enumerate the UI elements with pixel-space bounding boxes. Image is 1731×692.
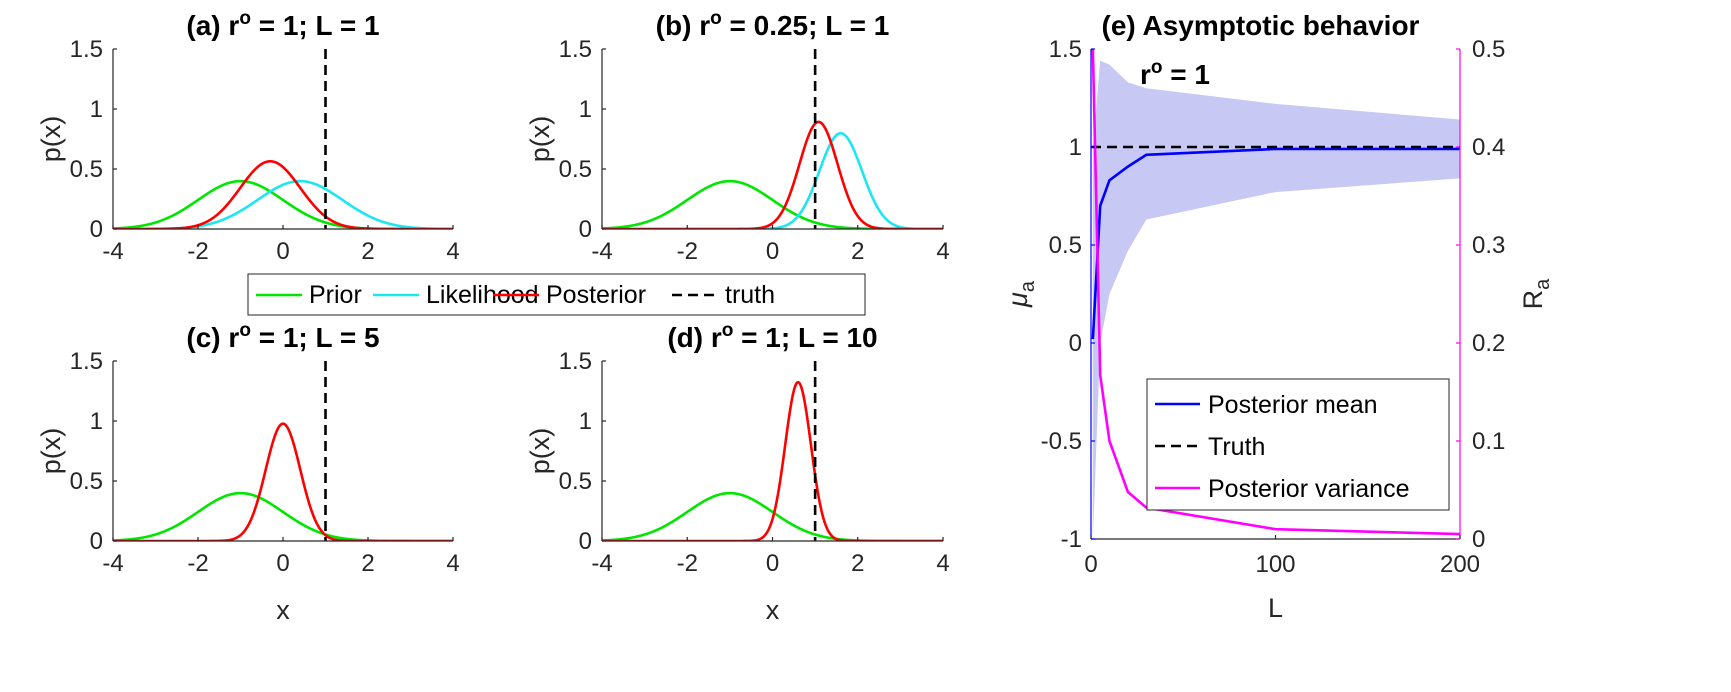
y-axis-label: p(x) — [36, 428, 66, 475]
series-likelihood-line — [602, 131, 943, 229]
x-tick-label: 0 — [1084, 551, 1097, 578]
panel-d: -4 -2 0 2 4 0 0.5 1 1.5 p(x) x — [525, 348, 950, 625]
series-posterior-mean-line — [1091, 147, 1460, 340]
y-tick-label-right: 0.2 — [1472, 330, 1505, 357]
panel-b: -4 -2 0 2 4 0 0.5 1 1.5 p(x) — [525, 36, 950, 265]
series-prior-line — [113, 179, 453, 229]
y-tick-label: 0.5 — [70, 156, 103, 183]
y-tick-label: 1 — [579, 96, 592, 123]
x-tick-label: 0 — [766, 238, 779, 265]
y-axis-label-right: Ra — [1518, 278, 1554, 310]
y-tick-label-left: 1 — [1069, 134, 1082, 161]
y-tick-label: 0 — [579, 216, 592, 243]
panel-title: (e) Asymptotic behavior — [1102, 10, 1420, 41]
x-tick-label: 0 — [766, 550, 779, 577]
x-tick-label: 2 — [361, 238, 374, 265]
legend-label: Posterior — [546, 281, 646, 309]
y-tick-label: 1.5 — [70, 36, 103, 63]
legend-label: Posterior variance — [1208, 475, 1409, 503]
series-prior-line — [113, 491, 453, 541]
y-tick-label-left: 0.5 — [1049, 232, 1082, 259]
x-tick-label: -2 — [187, 238, 208, 265]
x-tick-label: 2 — [851, 238, 864, 265]
y-tick-label: 1 — [90, 96, 103, 123]
x-tick-label: 0 — [276, 550, 289, 577]
annotation-ro: ro = 1 — [1140, 57, 1210, 90]
shared-legend: Prior Likelihood Posterior truth — [247, 273, 866, 316]
x-tick-label: 4 — [936, 238, 949, 265]
series-posterior-variance-line — [1091, 49, 1460, 536]
y-tick-label-left: 0 — [1069, 330, 1082, 357]
y-axis-label-left: μa — [1003, 280, 1039, 308]
y-tick-label: 1 — [579, 408, 592, 435]
y-tick-label: 0 — [90, 528, 103, 555]
x-tick-label: -2 — [187, 550, 208, 577]
y-tick-label: 0 — [579, 528, 592, 555]
legend-box — [247, 273, 866, 316]
x-tick-label: 4 — [446, 550, 459, 577]
y-tick-label-left: -1 — [1061, 526, 1082, 553]
y-tick-label: 1.5 — [559, 36, 592, 63]
legend-label: truth — [725, 281, 775, 309]
x-tick-label: 200 — [1440, 551, 1480, 578]
x-tick-label: 0 — [276, 238, 289, 265]
y-tick-label: 0.5 — [559, 468, 592, 495]
y-axis-label: p(x) — [525, 428, 555, 475]
y-tick-label: 1 — [90, 408, 103, 435]
y-tick-label: 0.5 — [70, 468, 103, 495]
y-axis-label: p(x) — [525, 116, 555, 163]
y-tick-label-left: -0.5 — [1041, 428, 1082, 455]
x-tick-label: -4 — [102, 550, 123, 577]
y-tick-label-left: 1.5 — [1049, 36, 1082, 63]
panel-title: (a) ro = 1; L = 1 — [186, 8, 379, 41]
series-posterior-line — [602, 120, 943, 229]
panel-title: (b) ro = 0.25; L = 1 — [656, 8, 890, 41]
y-tick-label: 0 — [90, 216, 103, 243]
x-tick-label: -4 — [591, 238, 612, 265]
series-likelihood-line — [113, 179, 453, 229]
panel-title: (c) ro = 1; L = 5 — [186, 320, 379, 353]
x-tick-label: 100 — [1255, 551, 1295, 578]
series-posterior-line — [113, 422, 453, 541]
y-tick-label: 0.5 — [559, 156, 592, 183]
panel-title: (d) ro = 1; L = 10 — [667, 320, 877, 353]
x-tick-label: -2 — [677, 238, 698, 265]
y-axis-label: p(x) — [36, 116, 66, 163]
y-tick-label-right: 0.5 — [1472, 36, 1505, 63]
panel-e-legend: Posterior mean Truth Posterior variance — [1146, 378, 1450, 511]
panel-c: -4 -2 0 2 4 0 0.5 1 1.5 p(x) x — [36, 348, 460, 625]
legend-label: Prior — [309, 281, 362, 309]
x-tick-label: 4 — [446, 238, 459, 265]
x-axis-label: x — [766, 595, 780, 625]
panel-e: 0 100 200 -1 -0.5 0 0.5 1 1.5 0 0.1 0.2 0.3 0.4 0.5 Lμa… — [1003, 10, 1554, 623]
y-tick-label: 1.5 — [70, 348, 103, 375]
x-tick-label: 2 — [361, 550, 374, 577]
y-tick-label-right: 0 — [1472, 526, 1485, 553]
x-tick-label: -4 — [102, 238, 123, 265]
x-tick-label: -4 — [591, 550, 612, 577]
legend-label: Posterior mean — [1208, 391, 1378, 419]
x-tick-label: 2 — [851, 550, 864, 577]
y-tick-label-right: 0.3 — [1472, 232, 1505, 259]
legend-label: Truth — [1208, 433, 1265, 461]
series-posterior-line — [602, 380, 943, 541]
y-tick-label: 1.5 — [559, 348, 592, 375]
x-axis-label: L — [1268, 593, 1283, 623]
y-tick-label-right: 0.4 — [1472, 134, 1505, 161]
uncertainty-band — [1092, 60, 1460, 539]
y-tick-label-right: 0.1 — [1472, 428, 1505, 455]
x-tick-label: -2 — [677, 550, 698, 577]
x-tick-label: 4 — [936, 550, 949, 577]
x-axis-label: x — [276, 595, 290, 625]
panel-a: -4 -2 0 2 4 0 0.5 1 1.5 p(x) — [36, 36, 460, 265]
